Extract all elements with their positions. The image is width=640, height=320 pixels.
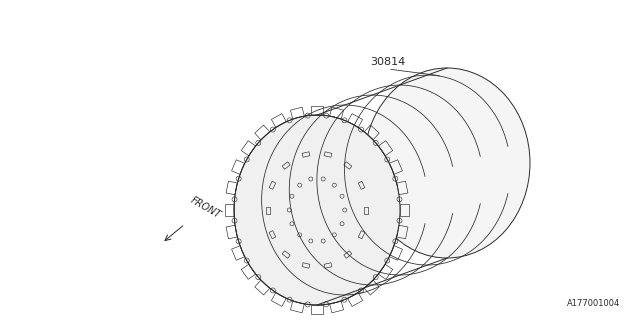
Text: 30814: 30814 xyxy=(371,57,406,67)
Ellipse shape xyxy=(364,68,530,258)
Text: FRONT: FRONT xyxy=(189,195,223,220)
Text: A177001004: A177001004 xyxy=(567,299,620,308)
Ellipse shape xyxy=(234,115,400,305)
